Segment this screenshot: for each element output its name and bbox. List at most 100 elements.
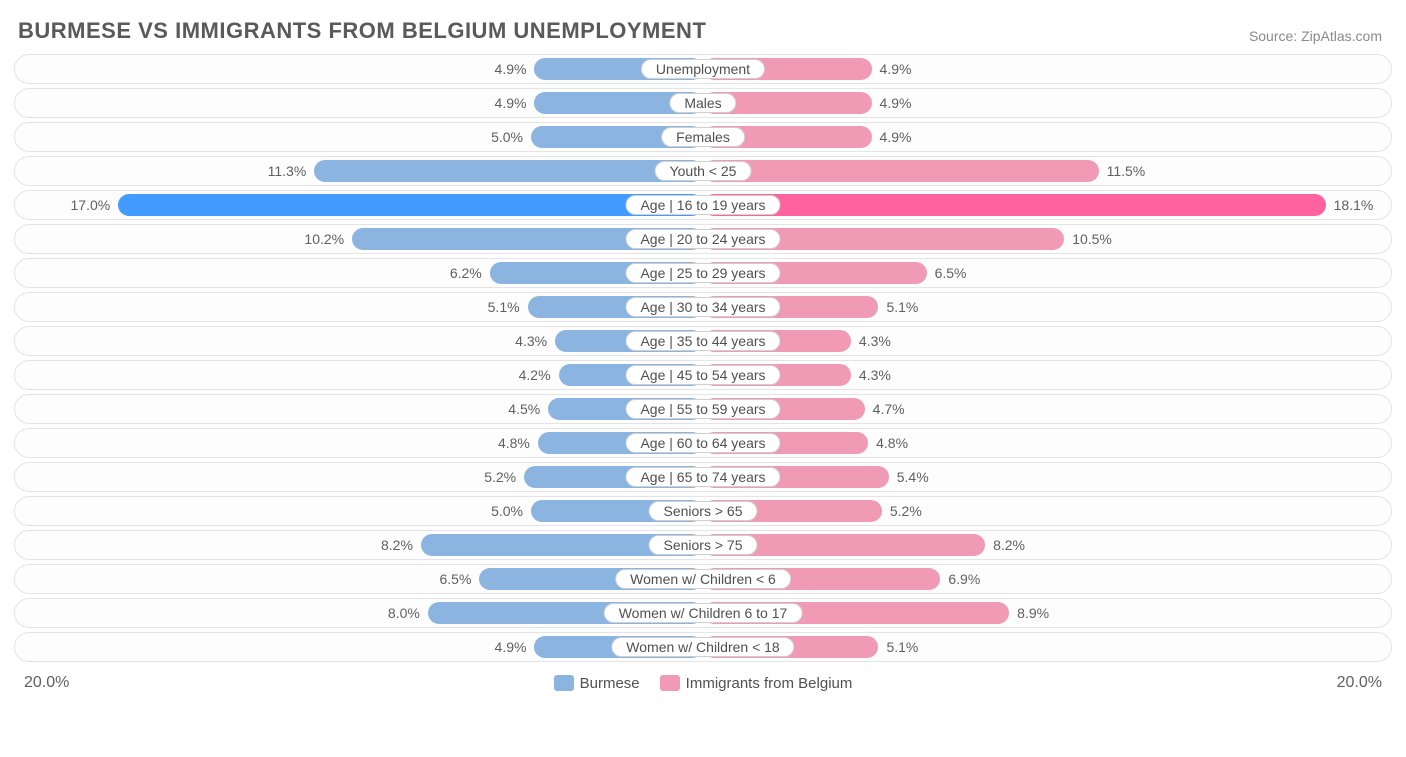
legend-item-left: Burmese bbox=[554, 675, 640, 692]
bar-right-half: 4.9% bbox=[703, 123, 1391, 151]
bar-left-value: 6.2% bbox=[450, 265, 482, 281]
chart-row: 4.8%4.8%Age | 60 to 64 years bbox=[14, 428, 1392, 458]
row-category-label: Females bbox=[661, 127, 745, 147]
bar-left bbox=[118, 194, 703, 216]
bar-right-value: 6.9% bbox=[948, 571, 980, 587]
bar-right-half: 6.9% bbox=[703, 565, 1391, 593]
chart-row: 11.3%11.5%Youth < 25 bbox=[14, 156, 1392, 186]
bar-left-value: 4.9% bbox=[495, 639, 527, 655]
chart-footer: 20.0% Burmese Immigrants from Belgium 20… bbox=[0, 666, 1406, 692]
row-category-label: Women w/ Children < 6 bbox=[615, 569, 791, 589]
bar-right-half: 4.9% bbox=[703, 89, 1391, 117]
bar-left-half: 6.2% bbox=[15, 259, 703, 287]
bar-right-half: 10.5% bbox=[703, 225, 1391, 253]
bar-right-half: 4.7% bbox=[703, 395, 1391, 423]
chart-row: 17.0% 18.1% Age | 16 to 19 years bbox=[14, 190, 1392, 220]
chart-row: 10.2%10.5%Age | 20 to 24 years bbox=[14, 224, 1392, 254]
bar-right-value: 18.1% bbox=[1334, 197, 1374, 213]
bar-left-half: 5.0% bbox=[15, 123, 703, 151]
bar-right-half: 8.9% bbox=[703, 599, 1391, 627]
bar-left-half: 17.0% bbox=[15, 191, 703, 219]
bar-left-value: 4.5% bbox=[508, 401, 540, 417]
bar-left-half: 8.2% bbox=[15, 531, 703, 559]
bar-right-value: 4.9% bbox=[880, 95, 912, 111]
bar-left-half: 4.3% bbox=[15, 327, 703, 355]
chart-row: 5.0% 4.9% Females bbox=[14, 122, 1392, 152]
bar-left-half: 5.1% bbox=[15, 293, 703, 321]
bar-left bbox=[314, 160, 703, 182]
bar-left-value: 4.8% bbox=[498, 435, 530, 451]
chart-row: 4.5% 4.7%Age | 55 to 59 years bbox=[14, 394, 1392, 424]
bar-right-half: 5.4% bbox=[703, 463, 1391, 491]
bar-right-value: 5.4% bbox=[897, 469, 929, 485]
chart-source: Source: ZipAtlas.com bbox=[1249, 28, 1382, 44]
bar-right-value: 5.1% bbox=[886, 639, 918, 655]
bar-left-value: 4.3% bbox=[515, 333, 547, 349]
bar-right-value: 4.9% bbox=[880, 129, 912, 145]
row-category-label: Males bbox=[669, 93, 736, 113]
row-category-label: Age | 55 to 59 years bbox=[625, 399, 780, 419]
bar-left-half: 11.3% bbox=[15, 157, 703, 185]
bar-right-half: 18.1% bbox=[703, 191, 1391, 219]
bar-right-value: 5.2% bbox=[890, 503, 922, 519]
bar-right-value: 4.3% bbox=[859, 367, 891, 383]
legend-label-left: Burmese bbox=[580, 675, 640, 692]
bar-right-value: 8.9% bbox=[1017, 605, 1049, 621]
bar-right-value: 5.1% bbox=[886, 299, 918, 315]
bar-left-half: 4.2% bbox=[15, 361, 703, 389]
row-category-label: Age | 16 to 19 years bbox=[625, 195, 780, 215]
bar-right-half: 6.5% bbox=[703, 259, 1391, 287]
bar-right-half: 11.5% bbox=[703, 157, 1391, 185]
row-category-label: Age | 65 to 74 years bbox=[625, 467, 780, 487]
bar-right-value: 8.2% bbox=[993, 537, 1025, 553]
bar-right-value: 4.3% bbox=[859, 333, 891, 349]
bar-left-half: 4.9% bbox=[15, 89, 703, 117]
bar-right-half: 8.2% bbox=[703, 531, 1391, 559]
chart-row: 5.1%5.1%Age | 30 to 34 years bbox=[14, 292, 1392, 322]
bar-left-half: 4.8% bbox=[15, 429, 703, 457]
bar-left-value: 5.2% bbox=[484, 469, 516, 485]
row-category-label: Seniors > 65 bbox=[649, 501, 758, 521]
bar-left-value: 4.9% bbox=[495, 61, 527, 77]
bar-left-half: 4.9% bbox=[15, 633, 703, 661]
bar-right-half: 5.2% bbox=[703, 497, 1391, 525]
row-category-label: Age | 20 to 24 years bbox=[625, 229, 780, 249]
bar-right-half: 4.3% bbox=[703, 327, 1391, 355]
row-category-label: Unemployment bbox=[641, 59, 765, 79]
bar-right bbox=[703, 194, 1326, 216]
chart-row: 4.2%4.3%Age | 45 to 54 years bbox=[14, 360, 1392, 390]
row-category-label: Age | 25 to 29 years bbox=[625, 263, 780, 283]
bar-right-value: 11.5% bbox=[1107, 163, 1146, 179]
chart-title: BURMESE VS IMMIGRANTS FROM BELGIUM UNEMP… bbox=[18, 18, 706, 44]
chart-row: 4.9% 4.9% Males bbox=[14, 88, 1392, 118]
bar-right-half: 5.1% bbox=[703, 293, 1391, 321]
chart-row: 4.9% 5.1% Women w/ Children < 18 bbox=[14, 632, 1392, 662]
bar-right-value: 4.9% bbox=[880, 61, 912, 77]
bar-left-value: 5.0% bbox=[491, 129, 523, 145]
axis-right-max: 20.0% bbox=[1337, 674, 1382, 692]
bar-left-half: 4.5% bbox=[15, 395, 703, 423]
row-category-label: Women w/ Children < 18 bbox=[611, 637, 794, 657]
bar-left-value: 17.0% bbox=[71, 197, 111, 213]
bar-right-half: 4.3% bbox=[703, 361, 1391, 389]
chart-row: 6.5% 6.9% Women w/ Children < 6 bbox=[14, 564, 1392, 594]
legend-item-right: Immigrants from Belgium bbox=[660, 675, 853, 692]
chart-row: 8.2%8.2%Seniors > 75 bbox=[14, 530, 1392, 560]
legend-swatch-left bbox=[554, 675, 574, 691]
bar-left-value: 8.0% bbox=[388, 605, 420, 621]
bar-right-value: 6.5% bbox=[935, 265, 967, 281]
bar-right-half: 5.1% bbox=[703, 633, 1391, 661]
bar-left-half: 5.0% bbox=[15, 497, 703, 525]
row-category-label: Age | 35 to 44 years bbox=[625, 331, 780, 351]
row-category-label: Seniors > 75 bbox=[649, 535, 758, 555]
bar-right bbox=[703, 160, 1099, 182]
axis-left-max: 20.0% bbox=[24, 674, 69, 692]
bar-left-value: 4.9% bbox=[495, 95, 527, 111]
bar-right-value: 10.5% bbox=[1072, 231, 1112, 247]
bar-left-value: 5.0% bbox=[491, 503, 523, 519]
chart-row: 4.3% 4.3% Age | 35 to 44 years bbox=[14, 326, 1392, 356]
chart-legend: Burmese Immigrants from Belgium bbox=[554, 675, 853, 692]
bar-left-half: 6.5% bbox=[15, 565, 703, 593]
bar-left-value: 6.5% bbox=[439, 571, 471, 587]
bar-left-value: 5.1% bbox=[488, 299, 520, 315]
